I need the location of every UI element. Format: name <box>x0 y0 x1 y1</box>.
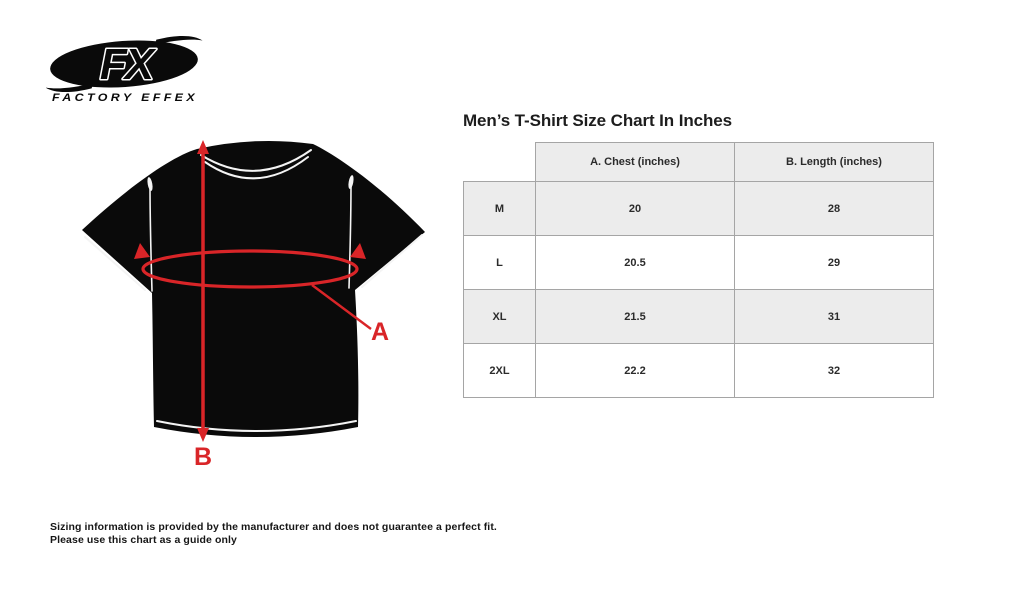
table-row-l: L 20.5 29 <box>463 235 934 290</box>
logo-oval-swoosh <box>46 35 203 93</box>
length-value: 32 <box>734 343 934 398</box>
tshirt-silhouette <box>82 140 425 437</box>
logo-brand-text: FX <box>100 40 157 89</box>
col-header-length: B. Length (inches) <box>734 142 934 182</box>
factory-effex-logo: FX FACTORY EFFEX <box>46 35 203 104</box>
col-header-chest: A. Chest (inches) <box>535 142 735 182</box>
table-header-row: A. Chest (inches) B. Length (inches) <box>464 142 934 182</box>
length-arrow-up <box>197 140 209 154</box>
logo-wordmark: FACTORY EFFEX <box>52 92 198 104</box>
label-a-leader-line <box>311 284 372 330</box>
size-label: 2XL <box>463 343 536 398</box>
table-row-2xl: 2XL 22.2 32 <box>463 343 934 398</box>
label-b: B <box>194 443 212 471</box>
measurement-annotations: A B <box>134 140 389 471</box>
size-chart-table: A. Chest (inches) B. Length (inches) M 2… <box>463 142 934 398</box>
size-label: XL <box>463 289 536 344</box>
chest-value: 22.2 <box>535 343 735 398</box>
label-a: A <box>371 318 389 346</box>
table-row-xl: XL 21.5 31 <box>463 289 934 344</box>
length-arrow-down <box>197 428 209 442</box>
length-value: 29 <box>734 235 934 290</box>
size-label: L <box>463 235 536 290</box>
length-value: 31 <box>734 289 934 344</box>
footnote: Sizing information is provided by the ma… <box>50 521 497 547</box>
size-chart-title: Men’s T-Shirt Size Chart In Inches <box>463 111 732 130</box>
tshirt-measurement-diagram: A B <box>82 140 425 471</box>
table-row-m: M 20 28 <box>463 181 934 236</box>
chest-arrow-right <box>350 243 366 259</box>
shoulder-seam-marks <box>147 175 354 191</box>
chest-measure-ellipse <box>141 249 359 289</box>
shirt-stitch-lines <box>84 149 423 432</box>
chest-value: 20.5 <box>535 235 735 290</box>
corner-cell <box>464 143 536 182</box>
chest-value: 21.5 <box>535 289 735 344</box>
length-value: 28 <box>734 181 934 236</box>
chest-value: 20 <box>535 181 735 236</box>
size-label: M <box>463 181 536 236</box>
footnote-line-2: Please use this chart as a guide only <box>50 534 237 546</box>
footnote-line-1: Sizing information is provided by the ma… <box>50 521 497 533</box>
chest-arrow-left <box>134 243 150 259</box>
